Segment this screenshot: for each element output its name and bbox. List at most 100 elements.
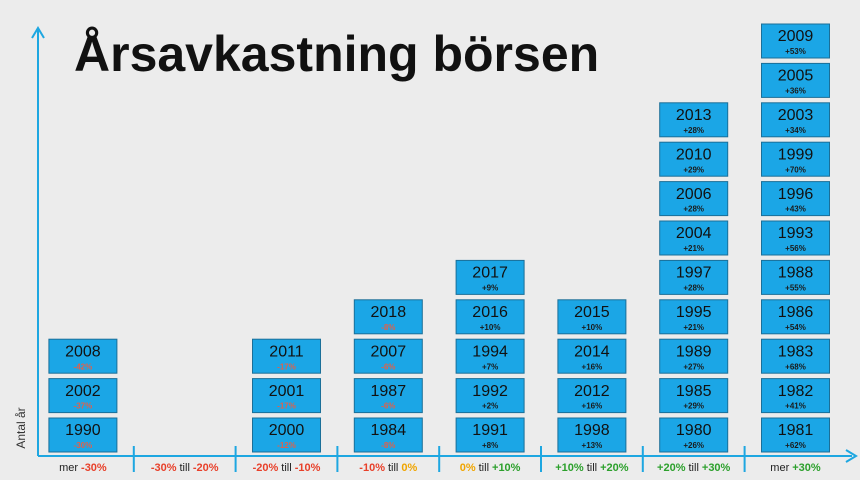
block	[252, 417, 321, 453]
block	[761, 338, 830, 374]
block	[761, 259, 830, 295]
column-label-part: +10%	[492, 462, 521, 474]
block	[353, 338, 423, 374]
block	[252, 338, 321, 374]
year-block: 2001 -17%	[252, 378, 321, 414]
block-year: 1989	[676, 343, 712, 360]
column-label-part: -10%	[295, 462, 321, 474]
column-label-part: +30%	[702, 462, 731, 474]
year-block: 1997 +28%	[659, 259, 729, 295]
block-year: 1994	[472, 343, 508, 360]
block	[659, 417, 729, 453]
year-block: 1992 +2%	[455, 378, 525, 414]
block-year: 2004	[676, 225, 712, 242]
block-year: 2011	[269, 343, 304, 360]
block-year: 2006	[676, 186, 712, 203]
year-block: 2002 -37%	[48, 378, 118, 414]
column-label-part: till	[388, 462, 398, 474]
block-return: +26%	[683, 441, 704, 450]
block-return: +28%	[683, 205, 704, 214]
block-year: 2015	[574, 304, 610, 321]
y-axis-label: Antal år	[14, 407, 28, 448]
block	[252, 378, 321, 414]
block-year: 1990	[65, 422, 101, 439]
block	[659, 299, 729, 335]
year-block: 1996 +43%	[761, 181, 830, 217]
block	[48, 378, 118, 414]
block	[659, 181, 729, 217]
block	[557, 338, 627, 374]
block-return: +43%	[785, 205, 806, 214]
year-block: 1983 +68%	[761, 338, 830, 374]
block-return: +10%	[582, 323, 603, 332]
block	[761, 220, 830, 256]
column-label: +10% till +20%	[555, 462, 629, 474]
block-year: 2007	[371, 343, 407, 360]
block-return: +41%	[785, 402, 806, 411]
block	[659, 259, 729, 295]
block-year: 1980	[676, 422, 712, 439]
block-return: +21%	[683, 323, 704, 332]
column-label-part: till	[689, 462, 699, 474]
block-return: -37%	[74, 402, 93, 411]
block	[353, 299, 423, 335]
column-label: -20% till -10%	[253, 462, 321, 474]
year-block: 1989 +27%	[659, 338, 729, 374]
year-block: 2010 +29%	[659, 141, 729, 177]
column-label-part: +10%	[555, 462, 584, 474]
year-block: 1981 +62%	[761, 417, 830, 453]
block-return: +16%	[582, 362, 603, 371]
block-year: 1995	[676, 304, 712, 321]
block-year: 2010	[676, 146, 712, 163]
block-return: -17%	[277, 362, 296, 371]
block-return: -6%	[381, 362, 395, 371]
block-year: 1998	[574, 422, 610, 439]
block-year: 2018	[371, 304, 407, 321]
block-return: -17%	[277, 402, 296, 411]
block	[48, 338, 118, 374]
block-return: +54%	[785, 323, 806, 332]
year-block: 1993 +56%	[761, 220, 830, 256]
block	[761, 62, 830, 98]
block	[557, 417, 627, 453]
year-block: 2007 -6%	[353, 338, 423, 374]
block	[659, 102, 729, 138]
year-block: 1995 +21%	[659, 299, 729, 335]
year-block: 2015 +10%	[557, 299, 627, 335]
block-year: 1993	[778, 225, 814, 242]
column-label-part: till	[587, 462, 597, 474]
block-return: -12%	[277, 441, 296, 450]
block-return: +34%	[785, 126, 806, 135]
block	[557, 299, 627, 335]
block	[761, 378, 830, 414]
block	[557, 378, 627, 414]
block-year: 1991	[472, 422, 508, 439]
column-label-part: +20%	[657, 462, 686, 474]
year-block: 2011 -17%	[252, 338, 321, 374]
block	[761, 181, 830, 217]
block-return: +55%	[785, 284, 806, 293]
column-label-part: 0%	[460, 462, 476, 474]
block-year: 2016	[472, 304, 508, 321]
column-label-part: till	[479, 462, 489, 474]
block	[455, 338, 525, 374]
year-block: 2012 +16%	[557, 378, 627, 414]
year-block: 2016 +10%	[455, 299, 525, 335]
column-label-part: -30%	[81, 462, 107, 474]
column-label: -30% till -20%	[151, 462, 219, 474]
column-label: 0% till +10%	[460, 462, 521, 474]
block-year: 2002	[65, 383, 101, 400]
block-year: 1996	[778, 186, 814, 203]
block-return: +13%	[582, 441, 603, 450]
block-year: 2013	[676, 107, 712, 124]
block	[761, 23, 830, 59]
column-label-part: mer	[59, 462, 78, 474]
block	[761, 102, 830, 138]
block-return: +29%	[683, 402, 704, 411]
block-year: 2008	[65, 343, 101, 360]
column-label: +20% till +30%	[657, 462, 731, 474]
column-label: mer +30%	[770, 462, 821, 474]
block-year: 1987	[371, 383, 407, 400]
